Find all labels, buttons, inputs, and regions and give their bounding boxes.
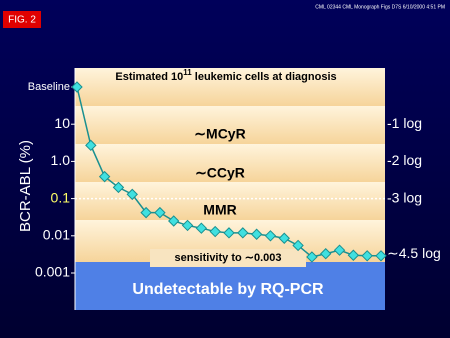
data-point [361, 250, 373, 262]
band [75, 68, 385, 106]
data-point [250, 228, 263, 240]
figure-label: FIG. 2 [8, 15, 36, 26]
header-sup: 11 [183, 68, 192, 77]
y2-tick-label: ∼4.5 log [387, 245, 441, 261]
data-point [112, 181, 125, 194]
data-point [126, 188, 138, 201]
data-point [154, 206, 166, 219]
data-point [237, 227, 249, 239]
annotation: ∼CCyR [195, 165, 245, 181]
data-point [264, 230, 277, 242]
data-point [333, 244, 346, 256]
data-point [71, 81, 83, 93]
figure-label-box [3, 11, 41, 28]
data-point [181, 219, 194, 232]
data-point [375, 250, 387, 262]
data-point [140, 206, 152, 219]
header: Estimated 1011 leukemic cells at diagnos… [115, 68, 336, 83]
y-tick-label: 0.01 [43, 227, 70, 243]
data-point [209, 225, 221, 238]
stamp: CML 02344 CML Monograph Figs D7S 6/10/20… [315, 4, 445, 10]
y2-tick-label: -3 log [387, 189, 422, 205]
annotation: MMR [203, 202, 236, 218]
annotation-box [150, 249, 306, 267]
data-point [195, 222, 208, 234]
data-point [320, 248, 332, 260]
band [75, 182, 385, 220]
data-point [292, 239, 304, 252]
data-point [306, 251, 318, 263]
bands [75, 68, 385, 262]
data-point [168, 215, 180, 227]
header-text: Estimated 10 [115, 71, 183, 83]
data-point [85, 139, 97, 152]
y-tick-label: 1.0 [51, 152, 71, 168]
y-tick-label: 0.1 [51, 189, 71, 205]
y-tick-label: 0.001 [35, 264, 70, 280]
data-point [347, 249, 360, 261]
y-tick-label: Baseline [28, 81, 70, 93]
undetectable-region [75, 262, 385, 310]
header-text: leukemic cells at diagnosis [192, 71, 337, 83]
band [75, 144, 385, 182]
y-axis-title: BCR-ABL (%) [17, 140, 34, 232]
data-point [98, 170, 111, 183]
annotation: ∼MCyR [194, 126, 245, 142]
data-point [223, 227, 235, 239]
y2-tick-label: -1 log [387, 115, 422, 131]
y-tick-label: 10 [54, 115, 70, 131]
y2-tick-label: -2 log [387, 152, 422, 168]
annotation: sensitivity to ∼0.003 [174, 252, 281, 264]
data-point [278, 232, 290, 244]
annotation: Undetectable by RQ-PCR [132, 281, 324, 298]
band [75, 106, 385, 144]
